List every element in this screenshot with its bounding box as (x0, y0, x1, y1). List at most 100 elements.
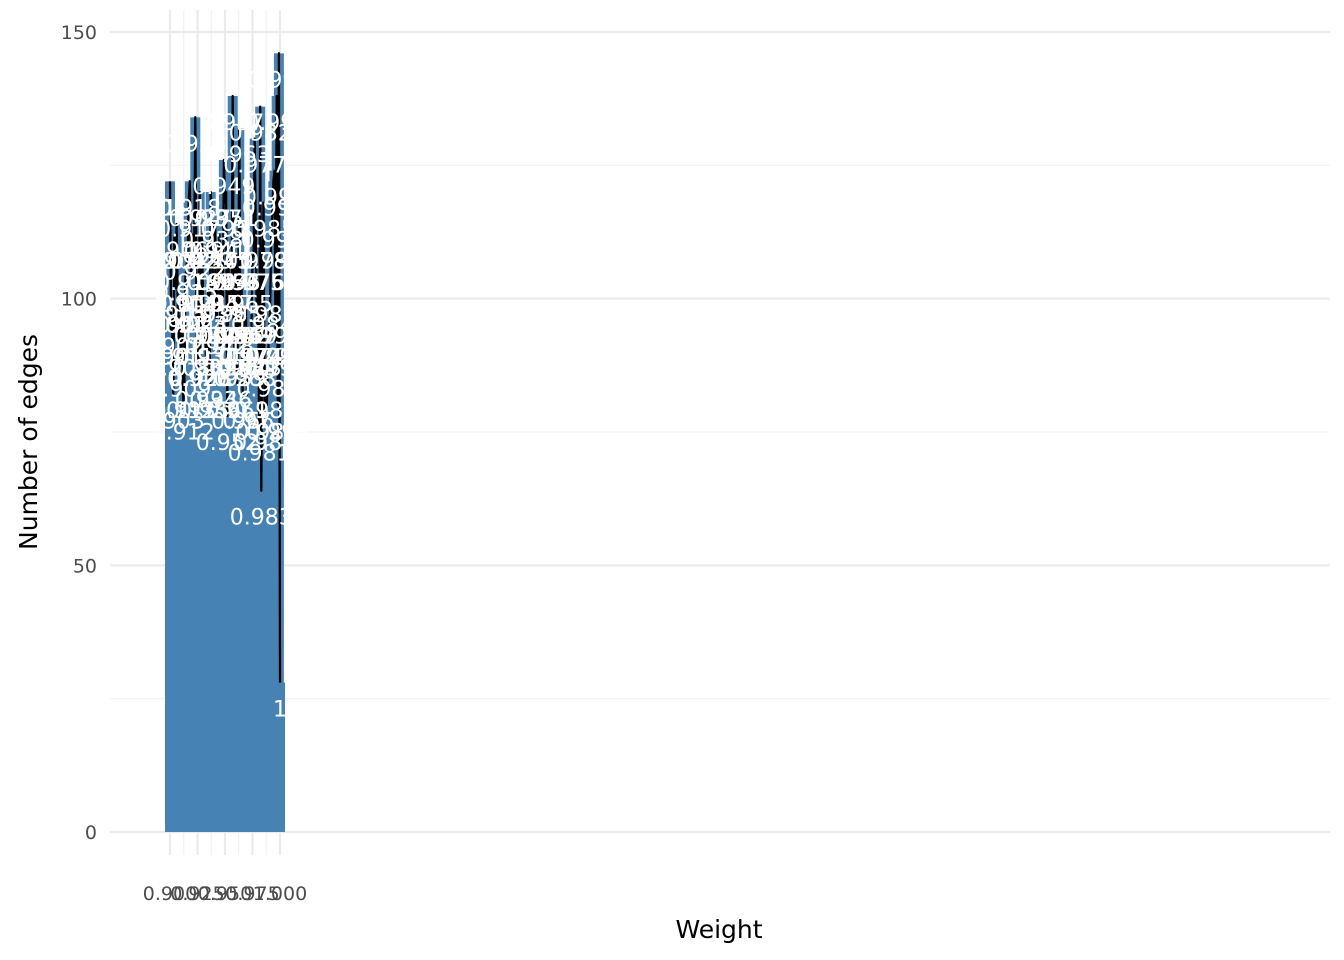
bar-label: 0.942 (185, 335, 248, 360)
y-tick-label: 0 (85, 822, 97, 844)
bar-label: 0.918 (158, 196, 221, 221)
bar-label: 0.988 (235, 420, 298, 445)
x-tick-label: 0.950 (198, 883, 252, 905)
bar-label: 0.902 (141, 335, 204, 360)
bar-label: 0.958 (202, 356, 265, 381)
bar-label: 0.948 (191, 335, 254, 360)
y-axis-title: Number of edges (14, 334, 43, 550)
bar-label: 0.973 (219, 356, 282, 381)
bar-label: 0.993 (241, 228, 304, 253)
bar (275, 682, 285, 832)
bar-label: 0.941 (184, 239, 247, 264)
bar-label: 0.917 (157, 218, 220, 243)
bar-label: 0.975 (221, 271, 284, 296)
bar-label: 0.997 (245, 111, 308, 136)
bar-label: 0.98 (234, 303, 283, 328)
bar-label: 0.909 (148, 378, 211, 403)
x-axis-title: Weight (675, 915, 762, 944)
bar-label: 0.991 (239, 324, 302, 349)
bar-label: 0.936 (178, 399, 241, 424)
bar-label: 0.985 (232, 218, 295, 243)
bar-label: 0.984 (231, 314, 294, 339)
bar-label: 0.992 (240, 250, 303, 275)
bar-label: 0.921 (162, 250, 225, 275)
x-tick-label: 1.000 (253, 883, 307, 905)
bar-label: 0.926 (167, 367, 230, 392)
bar-label: 0.967 (212, 324, 275, 349)
bar-label: 0.971 (217, 356, 280, 381)
bar-label: 0.995 (243, 186, 306, 211)
bar-label: 0.962 (207, 324, 270, 349)
bar-label: 0.949 (192, 175, 255, 200)
bar-label: 0.972 (218, 346, 281, 371)
trend-line (168, 52, 282, 683)
bar-label: 1 (163, 196, 177, 221)
bar-label: 0.939 (181, 303, 244, 328)
bar-label: 0.989 (236, 378, 299, 403)
bar-label: 0.979 (225, 346, 288, 371)
bar-label: 0.943 (186, 324, 249, 349)
bar-label: 0.929 (170, 250, 233, 275)
bar-label: 0.924 (165, 314, 228, 339)
bar-label: 0.97 (223, 410, 272, 435)
bar-label: 0.994 (242, 196, 305, 221)
y-tick-label: 50 (73, 555, 97, 577)
bar-label: 0.969 (214, 324, 277, 349)
bar-label: 0.956 (200, 324, 263, 349)
bar-label: 0.978 (224, 250, 287, 275)
bar-label: 0.951 (195, 207, 258, 232)
bar-label: 0.966 (211, 410, 274, 435)
bar-label: 0.934 (176, 346, 239, 371)
bar-label: 0.953 (197, 271, 260, 296)
bar-label: 0.92 (168, 250, 217, 275)
bar-label: 0.959 (203, 367, 266, 392)
bar-label: 0.977 (223, 154, 286, 179)
bar-label: 0.996 (244, 356, 307, 381)
bar-label: 0.915 (155, 282, 218, 307)
bar-label: 0.906 (145, 239, 208, 264)
bars (165, 53, 285, 833)
bar-label: 0.946 (189, 388, 252, 413)
bar-label: 0.999 (247, 68, 310, 93)
bar-label: 0.93 (179, 314, 228, 339)
bar-label: 0.974 (220, 346, 283, 371)
bar-label: 0.914 (154, 292, 217, 317)
bar-label: 0.965 (210, 292, 273, 317)
bar-label: 0.944 (187, 271, 250, 296)
bar-label: 0.96 (212, 271, 261, 296)
bar-label: 0.947 (190, 292, 253, 317)
bar-label: 0.998 (246, 420, 309, 445)
bar-label: 0.983 (230, 506, 293, 531)
bar-label: 0.913 (153, 399, 216, 424)
bar-label: 0.932 (174, 324, 237, 349)
bar-label: 0.927 (168, 207, 231, 232)
bar-label: 0.976 (222, 271, 285, 296)
bar-label: 0.916 (156, 271, 219, 296)
bar-label: 0.904 (143, 250, 206, 275)
bar-label: 0.928 (169, 367, 232, 392)
bar-label: 0.908 (147, 356, 210, 381)
x-tick-label: 0.975 (225, 883, 279, 905)
bar-label: 0.922 (163, 260, 226, 285)
bar-label: 0.938 (180, 228, 243, 253)
y-tick-label: 100 (61, 289, 97, 311)
bar-label: 0.94 (190, 239, 239, 264)
y-axis-ticks: 0 50 100 150 (61, 22, 97, 844)
bar-label: 0.907 (146, 314, 209, 339)
bar-label: 0.982 (229, 122, 292, 147)
bar-label: 0.964 (209, 356, 272, 381)
bar-label: 0.935 (177, 292, 240, 317)
bar-label: 0.933 (175, 388, 238, 413)
bar-label: 0.912 (152, 420, 215, 445)
bar-label: 0.931 (173, 356, 236, 381)
bar-label: 0.919 (159, 292, 222, 317)
bar-label: 0.981 (228, 442, 291, 467)
bar-label: 1 (273, 698, 287, 723)
bar-label: 0.952 (196, 431, 259, 456)
bar-label: 0.925 (166, 399, 229, 424)
bar-label: 0.903 (142, 410, 205, 435)
bar-label: 0.911 (151, 346, 214, 371)
y-tick-label: 150 (61, 22, 97, 44)
